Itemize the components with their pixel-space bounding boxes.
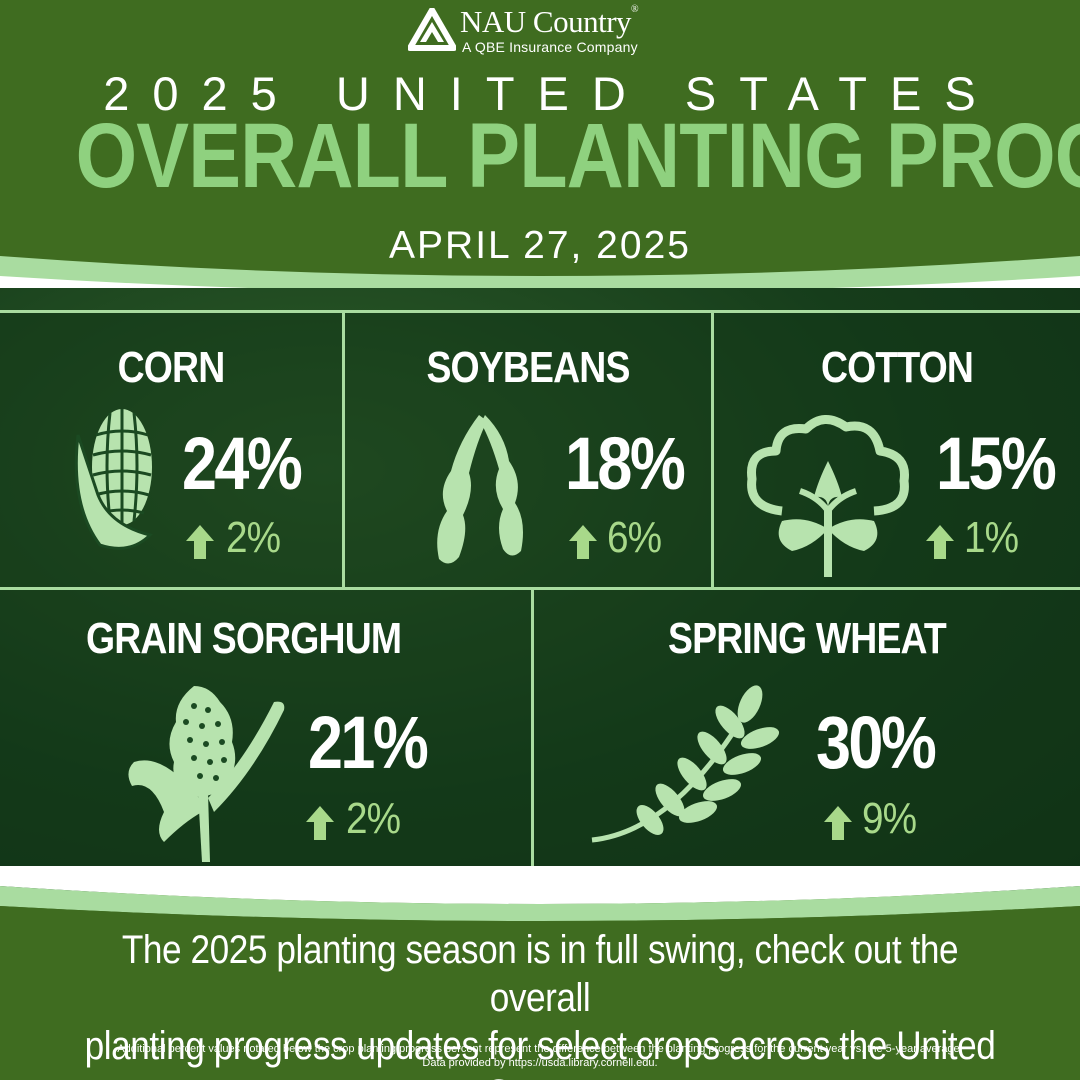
footnote: Additional percent values notated below … xyxy=(0,1042,1080,1070)
summary-line-2: planting progress updates for select cro… xyxy=(84,1024,996,1080)
crop-card-grain-sorghum: GRAIN SORGHUM 21% 2% xyxy=(0,587,534,877)
progress-percent: 24% xyxy=(182,422,303,505)
arrow-up-icon xyxy=(569,525,597,559)
change-vs-average: 9% xyxy=(862,794,917,843)
crop-name: SOYBEANS xyxy=(426,343,630,392)
brand-logo: NAU Country® A QBE Insurance Company xyxy=(0,4,1080,55)
summary-line-1: The 2025 planting season is in full swin… xyxy=(121,928,959,1020)
arrow-up-icon xyxy=(926,525,954,559)
crop-name: COTTON xyxy=(820,343,974,392)
crop-name: GRAIN SORGHUM xyxy=(86,614,402,663)
progress-percent: 30% xyxy=(816,701,937,784)
footnote-line-1: Additional percent values notated below … xyxy=(117,1043,963,1055)
crop-card-soybeans: SOYBEANS 18% 6% xyxy=(342,310,714,590)
corn-icon xyxy=(74,408,153,550)
progress-percent: 15% xyxy=(936,422,1057,505)
soybean-icon xyxy=(437,415,523,564)
bottom-curve-divider xyxy=(0,866,1080,926)
page-title: OVERALL PLANTING PROGRESS xyxy=(75,105,1080,207)
arrow-up-icon xyxy=(186,525,214,559)
progress-percent: 21% xyxy=(308,701,429,784)
brand-name: NAU Country® xyxy=(460,4,639,39)
change-vs-average: 2% xyxy=(226,513,281,562)
crop-panels: CORN 24% 2% SOYBEANS 1 xyxy=(0,288,1080,892)
change-vs-average: 6% xyxy=(607,513,662,562)
brand-tagline: A QBE Insurance Company xyxy=(462,39,638,55)
crop-name: CORN xyxy=(117,343,226,392)
sorghum-icon xyxy=(128,686,285,862)
crop-name: SPRING WHEAT xyxy=(668,614,947,663)
summary-text: The 2025 planting season is in full swin… xyxy=(82,926,997,1080)
wheat-icon xyxy=(591,685,780,843)
change-vs-average: 2% xyxy=(346,794,401,843)
title-line-1: 2025 UNITED STATES xyxy=(103,67,999,120)
cotton-icon xyxy=(747,415,909,577)
report-date: APRIL 27, 2025 xyxy=(389,224,691,267)
arrow-up-icon xyxy=(306,806,334,840)
crop-card-corn: CORN 24% 2% xyxy=(0,310,345,590)
crop-card-spring-wheat: SPRING WHEAT 30% xyxy=(531,587,1080,877)
crop-card-cotton: COTTON 15% 1% xyxy=(711,310,1080,590)
arrow-up-icon xyxy=(824,806,852,840)
change-vs-average: 1% xyxy=(964,513,1019,562)
footnote-source: Data provided by https://usda.library.co… xyxy=(422,1057,658,1069)
progress-percent: 18% xyxy=(565,422,686,505)
nau-logo-icon xyxy=(408,8,456,51)
